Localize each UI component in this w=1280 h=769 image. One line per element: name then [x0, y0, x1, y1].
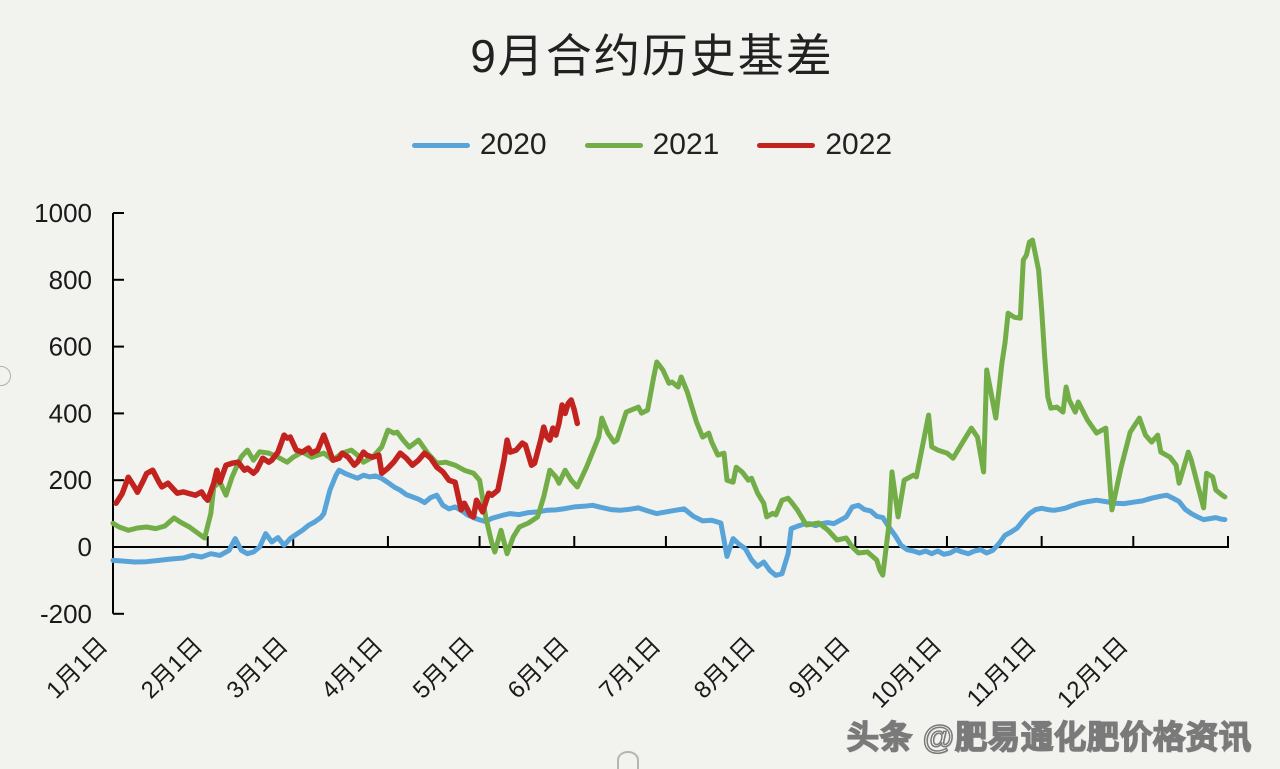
legend-item-2020: 2020 [411, 128, 547, 162]
x-tick-label: 7月1日 [594, 632, 666, 704]
series-line-2021 [110, 237, 1228, 578]
chart-title: 9月合约历史基差 [470, 30, 834, 82]
y-tick-label: 1000 [34, 198, 92, 228]
x-tick-label: 12月1日 [1052, 632, 1133, 713]
y-tick-label: 200 [49, 465, 92, 495]
x-tick-label: 3月1日 [222, 632, 294, 704]
series-line-2022 [113, 397, 581, 520]
x-tick-label: 10月1日 [866, 632, 947, 713]
watermark-text: 头条 @肥易通化肥价格资讯 [846, 718, 1252, 756]
x-tick-label: 11月1日 [962, 632, 1042, 712]
series-line-2020 [110, 467, 1228, 578]
legend-label-2022: 2022 [825, 128, 893, 161]
x-tick-label: 6月1日 [503, 632, 575, 704]
x-tick-label: 1月1日 [41, 632, 113, 704]
legend-label-2021: 2021 [652, 128, 720, 161]
x-tick-label: 9月1日 [784, 632, 856, 704]
x-tick-label: 4月1日 [316, 632, 388, 704]
x-tick-label: 2月1日 [136, 632, 208, 704]
legend-swatch-2022 [757, 142, 816, 148]
legend-swatch-2021 [584, 142, 643, 148]
chart-legend: 2020 2021 2022 [0, 128, 1280, 162]
legend-item-2021: 2021 [584, 128, 720, 162]
legend-label-2020: 2020 [479, 128, 547, 161]
x-tick-label: 5月1日 [408, 632, 480, 704]
y-tick-label: 800 [49, 265, 92, 295]
y-tick-label: 400 [49, 398, 92, 428]
legend-swatch-2020 [411, 142, 470, 148]
x-tick-label: 8月1日 [689, 632, 761, 704]
legend-item-2022: 2022 [757, 128, 892, 162]
bottom-edge-artifact [617, 751, 639, 769]
y-tick-label: 0 [78, 532, 92, 562]
y-tick-label: -200 [40, 599, 92, 629]
y-tick-label: 600 [49, 332, 92, 362]
